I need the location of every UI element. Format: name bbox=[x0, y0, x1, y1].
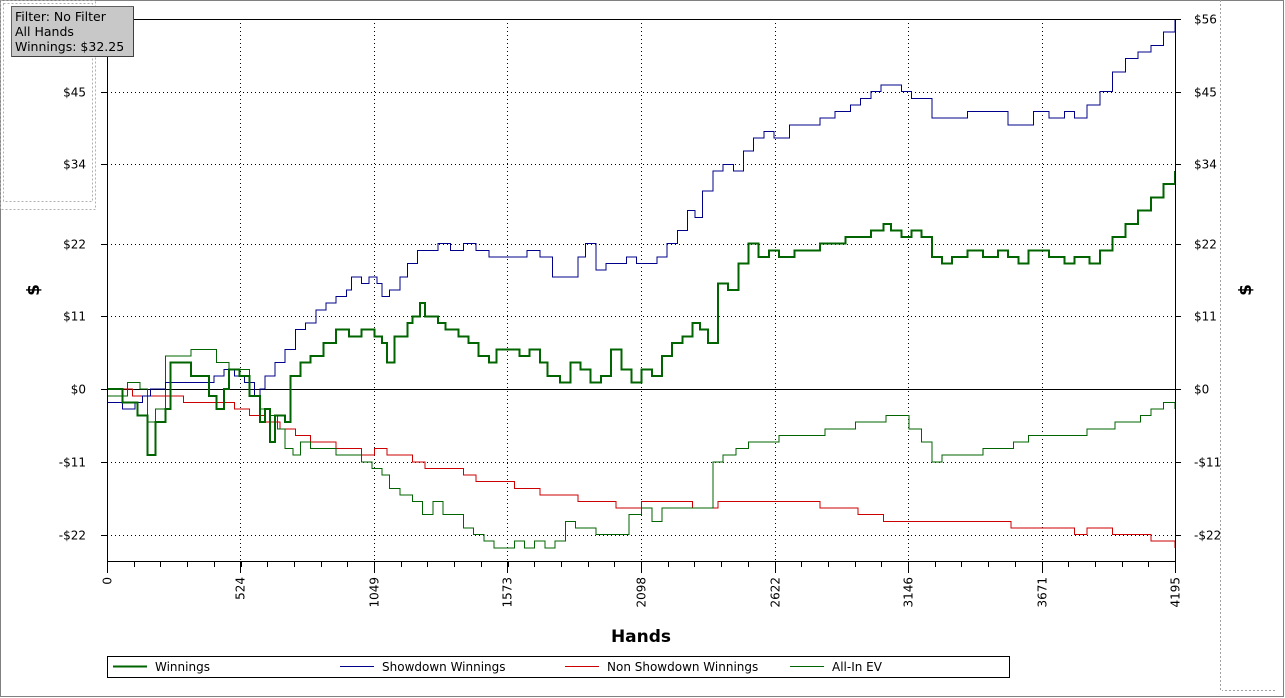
y-tick-label-right: -$11 bbox=[1194, 456, 1221, 470]
legend: Winnings Showdown Winnings Non Showdown Wi… bbox=[107, 656, 1010, 678]
grid-lines bbox=[107, 19, 1175, 561]
y-tick-label-left: $45 bbox=[63, 86, 86, 100]
y-axis-title-left: $ bbox=[24, 284, 44, 296]
series-layer bbox=[107, 19, 1176, 549]
y-tick-label-left: -$22 bbox=[59, 529, 86, 543]
series-line-winnings bbox=[107, 171, 1176, 457]
y-tick-label-left: $0 bbox=[71, 383, 86, 397]
plot-border bbox=[107, 19, 1176, 562]
x-axis: 0 524 1049 1573 2098 2622 3146 3671 4195 bbox=[101, 561, 1183, 608]
legend-label: Showdown Winnings bbox=[382, 660, 506, 674]
x-tick-label: 1049 bbox=[368, 577, 382, 608]
info-winnings: Winnings: $32.25 bbox=[15, 39, 124, 54]
y-tick-label-right: $11 bbox=[1194, 310, 1217, 324]
y-tick-label-right: $0 bbox=[1194, 383, 1209, 397]
series-line-showdown-winnings bbox=[107, 19, 1176, 410]
info-box-background bbox=[11, 6, 134, 57]
x-tick-label: 4195 bbox=[1169, 577, 1183, 608]
y-axis-right: $56 $45 $34 $22 $11 $0 -$11 -$22 bbox=[1175, 13, 1221, 543]
legend-label: All-In EV bbox=[832, 660, 883, 674]
x-tick-label: 0 bbox=[101, 577, 115, 585]
y-tick-label-right: -$22 bbox=[1194, 529, 1221, 543]
y-tick-label-right: $34 bbox=[1194, 158, 1217, 172]
x-tick-label: 2098 bbox=[635, 577, 649, 608]
x-tick-label: 524 bbox=[234, 577, 248, 600]
legend-label: Winnings bbox=[155, 660, 210, 674]
x-axis-title: Hands bbox=[611, 627, 671, 647]
x-tick-label: 3671 bbox=[1036, 577, 1050, 608]
series-line-non-showdown-winnings bbox=[107, 388, 1176, 548]
x-tick-label: 1573 bbox=[501, 577, 515, 608]
y-tick-label-right: $56 bbox=[1194, 13, 1217, 27]
y-tick-label-left: $22 bbox=[63, 238, 86, 252]
y-axis-left: $56$45$34$22$11$0-$11-$22 bbox=[59, 13, 107, 543]
legend-label: Non Showdown Winnings bbox=[607, 660, 758, 674]
info-box: Filter: No Filter All Hands Winnings: $3… bbox=[11, 6, 134, 57]
y-axis-title-right: $ bbox=[1236, 284, 1256, 296]
info-hands: All Hands bbox=[15, 24, 74, 39]
y-tick-label-left: $34 bbox=[63, 158, 86, 172]
info-filter: Filter: No Filter bbox=[15, 9, 107, 24]
legend-box bbox=[107, 656, 1010, 678]
y-tick-label-left: $11 bbox=[63, 310, 86, 324]
x-tick-label: 2622 bbox=[769, 577, 783, 608]
y-tick-label-right: $22 bbox=[1194, 238, 1217, 252]
x-tick-label: 3146 bbox=[902, 577, 916, 608]
y-tick-label-right: $45 bbox=[1194, 86, 1217, 100]
y-tick-label-left: -$11 bbox=[59, 456, 86, 470]
